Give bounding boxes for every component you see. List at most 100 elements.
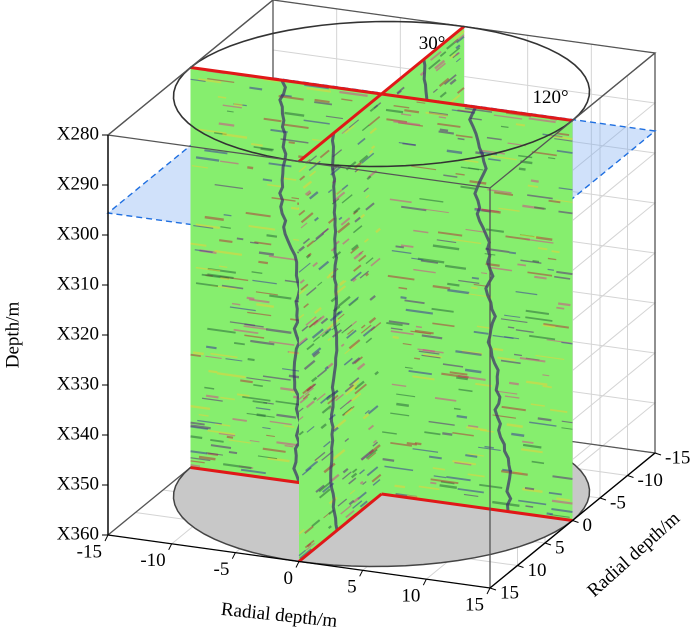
panel-texture xyxy=(475,382,493,388)
panel-texture xyxy=(359,270,370,279)
panel-texture xyxy=(298,245,305,252)
panel-texture xyxy=(363,238,369,243)
panel-texture xyxy=(226,435,234,439)
panel-texture xyxy=(391,383,407,388)
panel-texture xyxy=(518,154,533,159)
panel-texture xyxy=(432,244,460,251)
panel-texture xyxy=(341,98,353,102)
panel-texture xyxy=(547,268,554,271)
panel-texture xyxy=(304,539,315,549)
panel-texture xyxy=(276,413,297,419)
panel-texture xyxy=(449,78,457,86)
panel-texture xyxy=(282,368,300,372)
annotation: 30° xyxy=(419,33,446,54)
panel-texture xyxy=(395,245,404,249)
panel-texture xyxy=(400,113,412,117)
panel-texture xyxy=(363,187,369,193)
z-tick-label: X300 xyxy=(57,223,99,244)
panel-texture xyxy=(550,118,557,121)
panel-texture xyxy=(255,291,278,296)
panel-texture xyxy=(390,330,414,336)
panel-texture xyxy=(513,353,523,357)
panel-texture xyxy=(326,362,334,369)
x-tick xyxy=(168,543,173,551)
panel-texture xyxy=(389,198,412,204)
panel-texture xyxy=(549,408,568,414)
x-tick-label: 0 xyxy=(284,568,294,589)
panel-texture xyxy=(492,500,520,508)
panel-texture xyxy=(247,358,255,362)
panel-texture xyxy=(526,380,548,386)
panel-texture xyxy=(493,114,523,120)
y-tick-label: -5 xyxy=(610,492,626,513)
panel-texture xyxy=(190,425,209,430)
panel-texture xyxy=(313,216,319,222)
panel-texture xyxy=(348,377,360,387)
x-tick xyxy=(231,552,236,559)
panel-texture xyxy=(406,441,418,446)
panel-texture xyxy=(337,222,351,234)
panel-texture xyxy=(249,440,260,443)
panel-texture xyxy=(340,217,351,226)
panel-texture xyxy=(222,104,242,109)
panel-texture xyxy=(223,214,232,217)
panel-texture xyxy=(467,424,479,428)
panel-texture xyxy=(547,257,557,261)
panel-texture xyxy=(244,334,265,339)
panel-texture xyxy=(190,457,211,462)
panel-texture xyxy=(298,209,306,216)
panel-texture xyxy=(319,149,330,159)
panel-texture xyxy=(262,447,286,453)
y-tick xyxy=(599,497,607,501)
panel-texture xyxy=(266,328,292,334)
panel-texture xyxy=(312,261,318,268)
panel-texture xyxy=(356,362,366,371)
panel-texture xyxy=(515,329,534,333)
panel-texture xyxy=(340,343,345,348)
panel-texture xyxy=(518,167,526,171)
panel-texture xyxy=(311,347,322,356)
panel-texture xyxy=(354,216,361,223)
panel-texture xyxy=(414,329,434,335)
panel-texture xyxy=(351,468,358,474)
panel-texture xyxy=(473,283,488,287)
panel-texture xyxy=(421,334,443,340)
panel-texture xyxy=(432,88,438,93)
panel-texture xyxy=(452,460,477,466)
y-tick xyxy=(544,542,552,546)
panel-texture xyxy=(442,363,464,368)
panel-texture xyxy=(198,455,216,461)
panel-texture xyxy=(386,322,403,327)
panel-texture xyxy=(218,265,228,268)
x-tick-label: -15 xyxy=(77,541,102,562)
z-tick-label: X310 xyxy=(57,273,99,294)
panel-texture xyxy=(240,379,253,384)
panel-texture xyxy=(352,500,363,509)
panel-texture xyxy=(240,468,266,475)
panel-texture xyxy=(341,194,353,204)
x-tick xyxy=(422,578,427,586)
panel-texture xyxy=(505,235,530,241)
panel-texture xyxy=(527,271,553,277)
panel-texture xyxy=(266,234,278,238)
panel-texture xyxy=(193,224,214,229)
panel-texture xyxy=(490,155,518,161)
panel-texture xyxy=(300,222,308,229)
panel-texture xyxy=(490,266,513,272)
panel-texture xyxy=(304,190,312,196)
panel-texture xyxy=(452,432,474,437)
panel-texture xyxy=(311,328,324,339)
panel-texture xyxy=(362,413,370,420)
panel-texture xyxy=(418,485,440,491)
panel-bottom-edge xyxy=(298,492,383,563)
panel-texture xyxy=(283,177,297,181)
y-tick-label: 0 xyxy=(583,515,593,536)
panel-texture xyxy=(314,307,322,314)
panel-texture xyxy=(298,262,311,273)
panel-texture xyxy=(194,249,213,253)
panel-texture xyxy=(453,30,465,40)
panel-texture xyxy=(542,385,552,389)
panel-texture xyxy=(432,322,455,328)
panel-texture xyxy=(348,296,359,306)
panel-texture xyxy=(190,435,203,440)
